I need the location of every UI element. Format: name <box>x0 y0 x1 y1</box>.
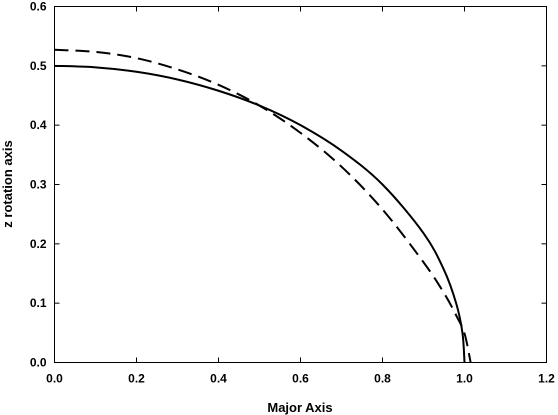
x-tick-label: 0.2 <box>128 372 145 386</box>
y-tick-label: 0.1 <box>30 296 47 310</box>
ticks-layer <box>54 6 547 363</box>
x-tick-label: 0.4 <box>210 372 227 386</box>
x-tick-label: 0.6 <box>292 372 309 386</box>
plot-frame <box>54 6 547 363</box>
y-tick-label: 0.4 <box>30 118 47 132</box>
solid-series-line <box>54 64 466 363</box>
y-tick-label: 0.2 <box>30 237 47 251</box>
y-tick-label: 0.6 <box>30 0 47 14</box>
series-layer <box>54 48 472 363</box>
x-tick-label: 0.0 <box>46 372 63 386</box>
y-axis-title: z rotation axis <box>0 140 15 227</box>
x-axis-title: Major Axis <box>267 400 332 415</box>
y-tick-label: 0.5 <box>30 59 47 73</box>
labels-layer: 0.0 0.2 0.4 0.6 0.8 1.0 1.2 0.0 0.1 0.2 0.3 0.4 0.5 0… <box>30 0 555 386</box>
x-tick-label: 1.2 <box>538 372 555 386</box>
y-tick-label: 0.3 <box>30 178 47 192</box>
x-tick-label: 1.0 <box>456 372 473 386</box>
y-tick-label: 0.0 <box>30 356 47 370</box>
x-tick-label: 0.8 <box>374 372 391 386</box>
dashed-series-line <box>54 48 472 363</box>
